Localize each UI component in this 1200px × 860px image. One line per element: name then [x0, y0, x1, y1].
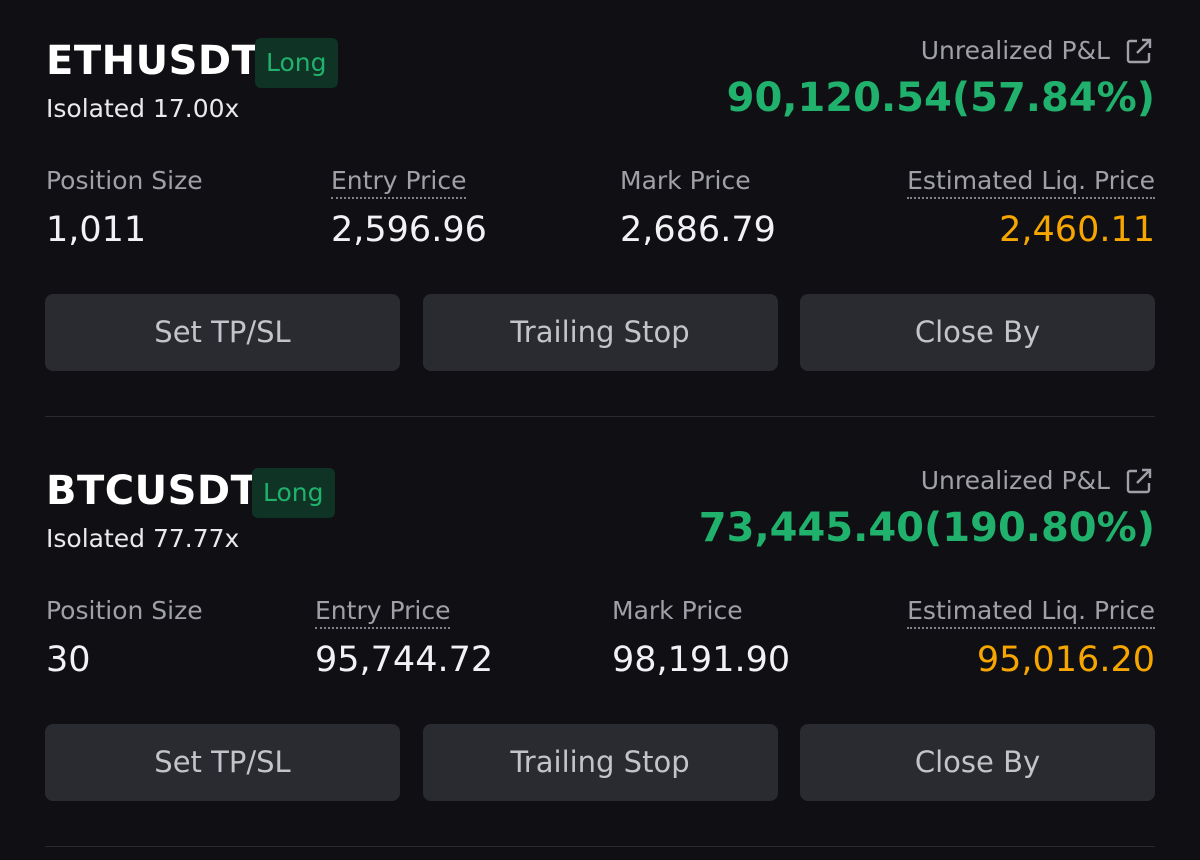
field-value: 98,191.90 — [612, 640, 791, 680]
symbol: ETHUSDT — [46, 38, 260, 84]
field-label: Position Size — [46, 596, 203, 625]
field-label: Estimated Liq. Price — [907, 596, 1155, 629]
action-button[interactable]: Trailing Stop — [422, 724, 778, 801]
action-button[interactable]: Close By — [800, 724, 1155, 801]
unrealized-pnl: 73,445.40(190.80%) — [698, 505, 1155, 551]
field-value: 95,744.72 — [315, 640, 494, 680]
side-badge: Long — [252, 468, 335, 518]
pnl-label: Unrealized P&L — [920, 466, 1110, 495]
field-value: 95,016.20 — [976, 640, 1155, 680]
share-icon[interactable] — [1124, 36, 1154, 66]
margin-mode: Isolated 17.00x — [46, 94, 240, 123]
margin-mode: Isolated 77.77x — [46, 524, 240, 553]
field-label: Entry Price — [331, 166, 467, 199]
field-value: 2,686.79 — [620, 210, 776, 250]
divider — [45, 416, 1155, 417]
field-value: 2,596.96 — [331, 210, 487, 250]
action-button[interactable]: Trailing Stop — [422, 294, 778, 371]
unrealized-pnl: 90,120.54(57.84%) — [726, 75, 1155, 121]
side-badge: Long — [255, 38, 338, 88]
field-label: Mark Price — [612, 596, 743, 625]
action-button[interactable]: Close By — [800, 294, 1155, 371]
field-label: Position Size — [46, 166, 203, 195]
divider — [45, 846, 1155, 847]
field-label: Mark Price — [620, 166, 751, 195]
pnl-label: Unrealized P&L — [920, 36, 1110, 65]
field-label: Estimated Liq. Price — [907, 166, 1155, 199]
field-value: 2,460.11 — [999, 210, 1155, 250]
field-label: Entry Price — [315, 596, 451, 629]
symbol: BTCUSDT — [46, 468, 259, 514]
position-card: ETHUSDT Long Isolated 17.00x Unrealized P&L… — [45, 36, 1155, 417]
share-icon[interactable] — [1124, 466, 1154, 496]
field-value: 30 — [46, 640, 91, 680]
action-button[interactable]: Set TP/SL — [45, 724, 400, 801]
action-button[interactable]: Set TP/SL — [45, 294, 400, 371]
position-card: BTCUSDT Long Isolated 77.77x Unrealized P&L… — [0, 430, 1200, 860]
field-value: 1,011 — [46, 210, 147, 250]
